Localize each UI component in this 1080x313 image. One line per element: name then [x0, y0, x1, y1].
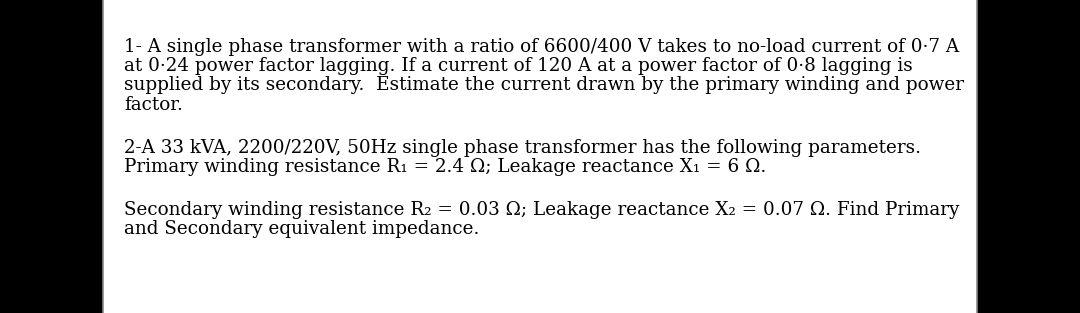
Text: factor.: factor. [124, 96, 184, 114]
Text: and Secondary equivalent impedance.: and Secondary equivalent impedance. [124, 220, 480, 239]
Text: Secondary winding resistance R₂ = 0.03 Ω; Leakage reactance X₂ = 0.07 Ω. Find Pr: Secondary winding resistance R₂ = 0.03 Ω… [124, 201, 959, 219]
Text: Primary winding resistance R₁ = 2.4 Ω; Leakage reactance X₁ = 6 Ω.: Primary winding resistance R₁ = 2.4 Ω; L… [124, 158, 767, 176]
Text: at 0·24 power factor lagging. If a current of 120 A at a power factor of 0·8 lag: at 0·24 power factor lagging. If a curre… [124, 57, 913, 75]
Bar [103, 0, 977, 313]
Text: 2-A 33 kVA, 2200/220V, 50Hz single phase transformer has the following parameter: 2-A 33 kVA, 2200/220V, 50Hz single phase… [124, 139, 921, 157]
Text: 1- A single phase transformer with a ratio of 6600/400 V takes to no-load curren: 1- A single phase transformer with a rat… [124, 38, 959, 56]
Text: supplied by its secondary.  Estimate the current drawn by the primary winding an: supplied by its secondary. Estimate the … [124, 76, 964, 95]
